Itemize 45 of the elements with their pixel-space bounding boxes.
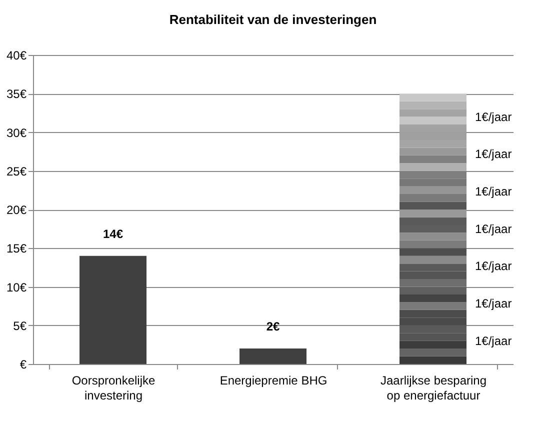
bar — [400, 155, 466, 164]
bar — [400, 240, 466, 248]
bar — [400, 186, 466, 194]
bar — [400, 279, 466, 287]
x-tick-label: Oorspronkelijke investering — [72, 374, 156, 402]
bar — [400, 302, 466, 310]
y-tick-label: 25€ — [6, 164, 27, 178]
y-tick-label: 40€ — [6, 48, 27, 62]
annotation: 1€/jaar — [475, 147, 512, 162]
bar — [400, 356, 466, 364]
bar — [400, 116, 466, 125]
bar — [400, 194, 466, 202]
annotation: 1€/jaar — [475, 259, 512, 274]
x-tick-label: Jaarlijkse besparing op energiefactuur — [380, 374, 487, 402]
y-tick-label: 10€ — [6, 280, 27, 294]
bar — [240, 348, 306, 364]
y-tick-label: 5€ — [13, 318, 27, 333]
bar — [400, 163, 466, 171]
bar — [80, 256, 146, 364]
data-label: 14€ — [102, 226, 124, 241]
data-label: 2€ — [266, 320, 280, 334]
bar — [400, 256, 466, 264]
y-tick-label: 20€ — [6, 203, 27, 217]
y-tick-label: € — [20, 358, 27, 372]
annotation: 1€/jaar — [475, 110, 512, 124]
chart-title: Rentabiliteit van de investeringen — [169, 12, 377, 27]
bar — [400, 248, 466, 256]
annotation: 1€/jaar — [475, 222, 512, 236]
bar — [400, 348, 466, 356]
annotation: 1€/jaar — [475, 334, 512, 348]
annotation: 1€/jaar — [475, 184, 512, 198]
bar — [400, 94, 466, 102]
bar — [400, 202, 466, 210]
bar — [400, 101, 466, 110]
y-tick-label: 30€ — [6, 126, 27, 140]
y-tick-label: 15€ — [6, 242, 27, 256]
y-tick-label: 35€ — [6, 87, 27, 102]
bar — [400, 210, 466, 218]
bar — [400, 340, 466, 349]
annotation: 1€/jaar — [475, 296, 512, 310]
bar — [400, 232, 466, 240]
bar — [400, 109, 466, 117]
x-tick-label: Energiepremie BHG — [220, 374, 328, 388]
bar — [400, 286, 466, 294]
bar — [400, 294, 466, 302]
